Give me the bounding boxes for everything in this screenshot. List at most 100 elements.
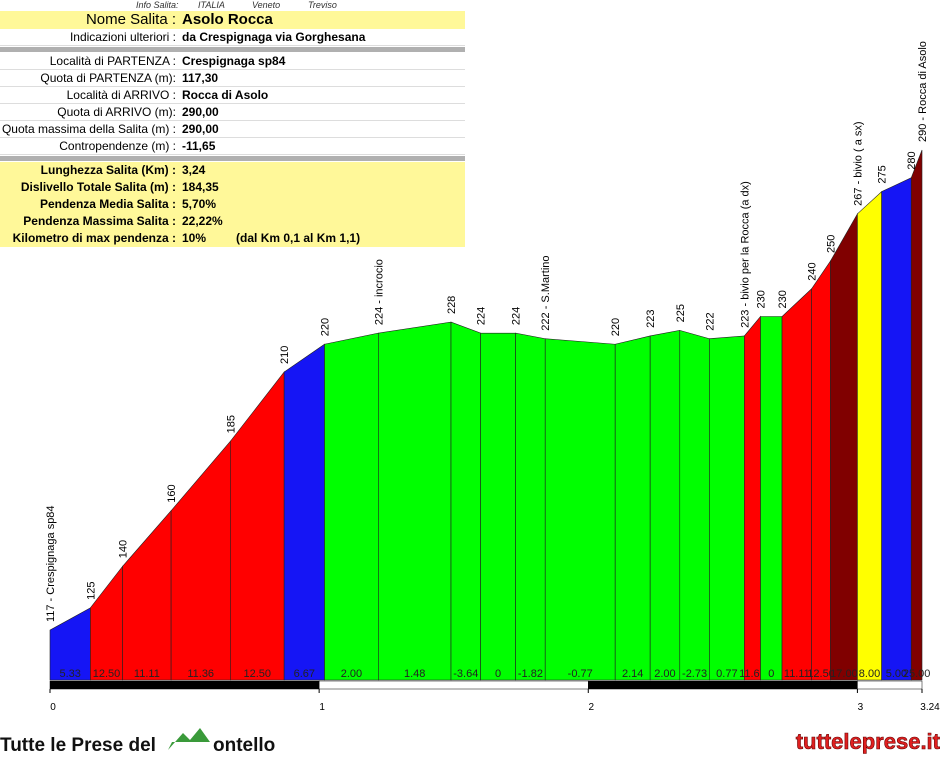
altitude-label: 290 - Rocca di Asolo [917, 41, 929, 142]
x-tick-label: 3 [858, 702, 864, 713]
info-note: (dal Km 0,1 al Km 1,1) [236, 231, 361, 245]
info-value: 290,00 [182, 122, 219, 136]
profile-segment [744, 315, 761, 681]
profile-segment [544, 338, 616, 681]
grade-label: 5.00 [886, 668, 907, 680]
x-tick-label: 2 [588, 702, 594, 713]
info-value: 10% [182, 231, 207, 245]
info-row: Località di PARTENZA : Crespignaga sp84 [0, 53, 465, 70]
info-label: Dislivello Totale Salita (m) : [20, 180, 176, 194]
profile-segment [480, 332, 516, 681]
info-value: 5,70% [182, 197, 217, 211]
altitude-label: 185 [225, 415, 237, 433]
axis-band [588, 680, 858, 690]
grade-label: 11.36 [187, 668, 214, 680]
info-row: Località di ARRIVO : Rocca di Asolo [0, 87, 465, 104]
grade-label: 11.11 [784, 668, 810, 680]
altitude-label: 223 - bivio per la Rocca (a dx) [739, 181, 751, 328]
altitude-label: 220 [320, 318, 332, 336]
profile-segment [614, 335, 651, 681]
brand-right: tutteleprese.it [796, 729, 941, 754]
separator [0, 156, 465, 161]
info-value: 290,00 [182, 105, 219, 119]
grade-label: 5.33 [59, 668, 80, 680]
x-tick-label: 1 [319, 702, 325, 713]
grade-label: 11.67 [739, 668, 766, 680]
profile-segment [170, 440, 231, 681]
info-row: Contropendenze (m) : -11,65 [0, 138, 465, 155]
info-top-country: ITALIA [198, 0, 225, 10]
info-row: Kilometro di max pendenza : 10% (dal Km 0,… [0, 230, 465, 247]
grade-label: -3.64 [453, 668, 478, 680]
altitude-label: 275 [877, 165, 889, 183]
altitude-label: 210 [279, 346, 291, 364]
info-value: Crespignaga sp84 [182, 54, 286, 68]
altitude-label: 224 [476, 307, 488, 325]
profile-segment [450, 321, 481, 681]
grade-label: 17.00 [830, 668, 858, 680]
altitude-label: 223 [645, 310, 657, 328]
altitude-label: 228 [446, 296, 458, 314]
axis-band [318, 680, 589, 690]
info-value: 22,22% [182, 214, 223, 228]
altitude-label: 222 - S.Martino [540, 255, 552, 330]
altitude-label: 224 [511, 307, 523, 325]
profile-segment [881, 177, 912, 681]
info-label: Lunghezza Salita (Km) : [40, 163, 176, 177]
info-label: Nome Salita : [85, 11, 176, 28]
altitude-label: 280 [906, 151, 918, 169]
info-details: Località di PARTENZA : Crespignaga sp84 Qu… [0, 53, 465, 155]
info-label: Contropendenze (m) : [59, 139, 176, 153]
grade-label: -0.77 [568, 668, 593, 680]
info-top-province: Treviso [308, 0, 337, 10]
altitude-label: 250 [825, 235, 837, 253]
profile-segment [781, 288, 812, 681]
altitude-label: 222 [704, 312, 716, 330]
altitude-label: 224 - incrocio [373, 259, 385, 325]
axis-band [857, 680, 923, 690]
profile-segment [760, 316, 783, 681]
profile-segment [230, 371, 285, 681]
x-tick-label: 0 [50, 702, 56, 713]
axis-band [49, 680, 320, 690]
grade-label: 1.48 [404, 668, 425, 680]
info-value: 184,35 [182, 180, 219, 194]
info-label: Pendenza Massima Salita : [23, 214, 176, 228]
info-value: Asolo Rocca [182, 11, 273, 28]
info-row: Quota massima della Salita (m) : 290,00 [0, 121, 465, 138]
altitude-label: 230 [777, 290, 789, 308]
altitude-label: 160 [166, 484, 178, 502]
grade-label: 0 [495, 668, 501, 680]
info-row: Pendenza Massima Salita : 22,22% [0, 213, 465, 230]
info-value: -11,65 [182, 139, 216, 153]
info-label: Località di PARTENZA : [49, 54, 176, 68]
altitude-label: 220 [610, 318, 622, 336]
info-row: Pendenza Media Salita : 5,70% [0, 196, 465, 213]
altitude-label: 125 [85, 581, 97, 599]
info-row: Nome Salita : Asolo Rocca [0, 11, 465, 29]
grade-label: 12.50 [243, 668, 271, 680]
grade-label: 25.00 [903, 668, 931, 680]
grade-label: -1.82 [518, 668, 543, 680]
grade-label: 8.00 [859, 668, 880, 680]
profile-segment [709, 335, 745, 681]
info-row: Quota di ARRIVO (m): 290,00 [0, 104, 465, 121]
info-label: Pendenza Media Salita : [39, 197, 176, 211]
grade-label: 2.00 [341, 668, 362, 680]
altitude-label: 230 [756, 290, 768, 308]
logo-mountain [168, 728, 210, 750]
info-value: Rocca di Asolo [182, 88, 269, 102]
info-label: Indicazioni ulteriori : [69, 30, 176, 44]
profile-segment [649, 330, 681, 681]
grade-label: 11.11 [134, 668, 160, 680]
profile-segment [122, 509, 172, 681]
info-label: Quota di ARRIVO (m): [57, 105, 176, 119]
grade-label: 0.77 [716, 668, 737, 680]
info-row: Dislivello Totale Salita (m) : 184,35 [0, 179, 465, 196]
profile-segment [679, 329, 710, 681]
altitude-label: 117 - Crespignaga sp84 [45, 505, 57, 622]
grade-label: 2.14 [622, 668, 643, 680]
altitude-label: 240 [807, 262, 819, 280]
